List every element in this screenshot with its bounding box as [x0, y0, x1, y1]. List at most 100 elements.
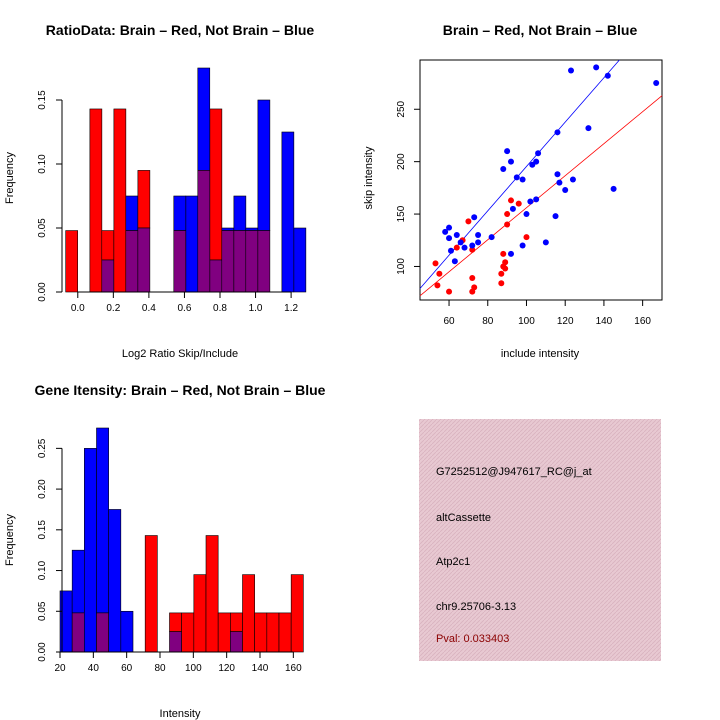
ratio-bar-brain-2 [89, 108, 103, 293]
intensity-bar-not-brain-4 [108, 509, 122, 653]
scatter-point-not-brain-9 [471, 214, 478, 221]
ratio-x-tick-label-1: 0.2 [106, 303, 120, 314]
ratio-y-tick-label-2: 0.10 [37, 154, 48, 174]
scatter-point-not-brain-0 [442, 228, 449, 235]
pval-text: Pval: 0.033403 [436, 633, 509, 645]
scatter-point-not-brain-12 [488, 234, 495, 241]
scatter-point-brain-20 [515, 200, 522, 207]
intensity-histogram-title: Gene Itensity: Brain – Red, Not Brain – … [35, 382, 326, 398]
scatter-point-not-brain-35 [585, 125, 592, 132]
scatter-point-not-brain-27 [542, 239, 549, 246]
scatter-panel: Brain – Red, Not Brain – Blue include in… [363, 22, 663, 360]
scatter-point-not-brain-26 [535, 150, 542, 157]
info-panel: G7252512@J947617_RC@j_at altCassette Atp… [419, 419, 661, 661]
intensity-y-tick-label-1: 0.05 [37, 601, 48, 621]
scatter-plot-box [419, 59, 663, 301]
ratio-histogram-ylabel: Frequency [4, 152, 16, 204]
location-text: chr9.25706-3.13 [436, 601, 516, 613]
ratio-bar-overlap-3 [101, 259, 115, 293]
ratio-x-tick-label-4: 0.8 [213, 303, 227, 314]
ratio-bar-brain-6 [137, 170, 151, 229]
scatter-fit-brain [419, 95, 663, 297]
ratio-bar-not-brain-14 [233, 195, 247, 231]
intensity-y-tick-label-0: 0.00 [37, 642, 48, 662]
intensity-bar-brain-18 [278, 612, 292, 653]
scatter-x-tick-label-4: 140 [596, 316, 613, 327]
scatter-point-not-brain-31 [556, 179, 563, 186]
info-panel-background [419, 419, 661, 661]
scatter-fit-not-brain [419, 59, 620, 289]
intensity-bar-overlap-14 [230, 631, 243, 653]
ratio-histogram-bars [65, 67, 307, 293]
scatter-point-brain-18 [504, 211, 511, 218]
ratio-histogram-panel: RatioData: Brain – Red, Not Brain – Blue… [4, 22, 314, 360]
ratio-bar-not-brain-18 [281, 131, 295, 293]
scatter-point-not-brain-32 [562, 186, 569, 193]
gene-name-text: Atp2c1 [436, 556, 470, 568]
intensity-bar-brain-19 [290, 574, 304, 653]
ratio-bar-overlap-15 [245, 230, 259, 293]
intensity-x-tick-label-0: 20 [54, 663, 66, 674]
scatter-point-not-brain-37 [604, 72, 611, 79]
intensity-bar-overlap-1 [71, 612, 85, 653]
intensity-x-tick-label-4: 100 [185, 663, 202, 674]
scatter-point-not-brain-21 [523, 211, 530, 218]
intensity-bar-brain-16 [254, 612, 268, 653]
ratio-bar-overlap-9 [173, 230, 187, 293]
scatter-point-not-brain-14 [504, 148, 511, 155]
scatter-point-not-brain-34 [569, 176, 576, 183]
ratio-bar-overlap-13 [221, 230, 235, 293]
ratio-bar-brain-3 [101, 230, 115, 261]
scatter-point-not-brain-15 [507, 158, 514, 165]
intensity-x-tick-label-1: 40 [88, 663, 100, 674]
scatter-point-not-brain-18 [513, 174, 520, 181]
scatter-point-not-brain-36 [593, 64, 600, 71]
scatter-y-tick-label-0: 100 [396, 258, 407, 275]
scatter-point-brain-1 [436, 270, 443, 277]
scatter-x-tick-label-5: 160 [634, 316, 651, 327]
scatter-point-not-brain-4 [451, 258, 458, 265]
scatter-point-not-brain-3 [447, 247, 454, 254]
ratio-x-tick-label-0: 0.0 [71, 303, 85, 314]
scatter-point-not-brain-7 [461, 244, 468, 251]
intensity-y-tick-label-2: 0.10 [37, 560, 48, 580]
intensity-bar-not-brain-5 [120, 610, 134, 653]
intensity-bar-not-brain-1 [71, 549, 85, 614]
ratio-bar-overlap-12 [209, 259, 223, 293]
intensity-x-tick-label-6: 140 [252, 663, 269, 674]
scatter-ylabel: skip intensity [363, 146, 375, 209]
scatter-point-brain-21 [523, 234, 530, 241]
scatter-point-not-brain-29 [554, 129, 561, 136]
ratio-bar-not-brain-5 [125, 195, 139, 231]
intensity-histogram-axes: 20 40 60 80 100 120 140 160 0.00 0.05 0.10 0.15 0.20… [37, 438, 302, 674]
scatter-title: Brain – Red, Not Brain – Blue [443, 22, 638, 38]
intensity-bar-brain-10 [181, 612, 195, 653]
intensity-histogram-bars [59, 427, 304, 653]
intensity-bar-brain-15 [242, 574, 255, 653]
scatter-point-not-brain-8 [469, 242, 476, 249]
scatter-y-tick-label-2: 200 [396, 153, 407, 170]
scatter-point-not-brain-25 [533, 158, 540, 165]
ratio-bar-overlap-5 [125, 230, 139, 293]
scatter-point-brain-7 [469, 246, 476, 253]
scatter-xlabel: include intensity [501, 348, 580, 360]
scatter-point-brain-11 [498, 270, 505, 277]
intensity-x-tick-label-5: 120 [218, 663, 235, 674]
scatter-point-brain-2 [434, 282, 441, 289]
ratio-y-tick-label-1: 0.05 [37, 218, 48, 238]
scatter-point-not-brain-13 [500, 165, 507, 172]
ratio-bar-not-brain-13 [221, 227, 235, 231]
scatter-point-not-brain-39 [653, 80, 660, 87]
intensity-histogram-panel: Gene Itensity: Brain – Red, Not Brain – … [4, 382, 326, 720]
scatter-point-brain-17 [504, 221, 511, 228]
ratio-bar-not-brain-9 [173, 195, 187, 231]
intensity-bar-not-brain-2 [84, 448, 97, 653]
scatter-point-brain-19 [507, 197, 514, 204]
intensity-x-tick-label-7: 160 [285, 663, 302, 674]
scatter-point-not-brain-5 [453, 232, 460, 239]
scatter-point-brain-12 [498, 280, 505, 287]
ratio-x-tick-label-5: 1.0 [249, 303, 263, 314]
scatter-points [432, 64, 660, 295]
scatter-y-tick-label-1: 150 [396, 205, 407, 222]
